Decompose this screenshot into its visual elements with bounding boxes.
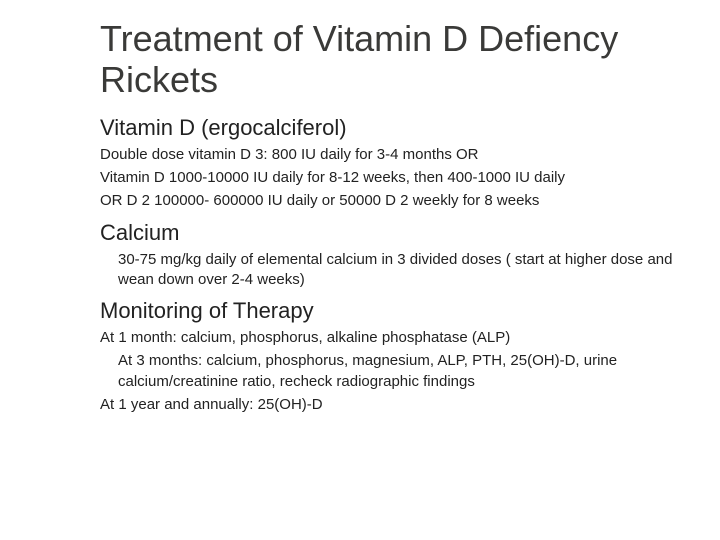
- slide: Treatment of Vitamin D Defiency Rickets …: [0, 0, 720, 540]
- section-heading-monitoring: Monitoring of Therapy: [100, 298, 680, 324]
- section-heading-calcium: Calcium: [100, 220, 680, 246]
- body-text: At 3 months: calcium, phosphorus, magnes…: [100, 351, 680, 392]
- body-text: Double dose vitamin D 3: 800 IU daily fo…: [100, 145, 680, 165]
- slide-title: Treatment of Vitamin D Defiency Rickets: [100, 18, 680, 101]
- body-text: Vitamin D 1000-10000 IU daily for 8-12 w…: [100, 168, 680, 188]
- body-text: OR D 2 100000- 600000 IU daily or 50000 …: [100, 191, 680, 211]
- body-text: At 1 year and annually: 25(OH)-D: [100, 395, 680, 415]
- body-text: At 1 month: calcium, phosphorus, alkalin…: [100, 328, 680, 348]
- section-heading-vitamin-d: Vitamin D (ergocalciferol): [100, 115, 680, 141]
- body-text: 30-75 mg/kg daily of elemental calcium i…: [100, 250, 680, 291]
